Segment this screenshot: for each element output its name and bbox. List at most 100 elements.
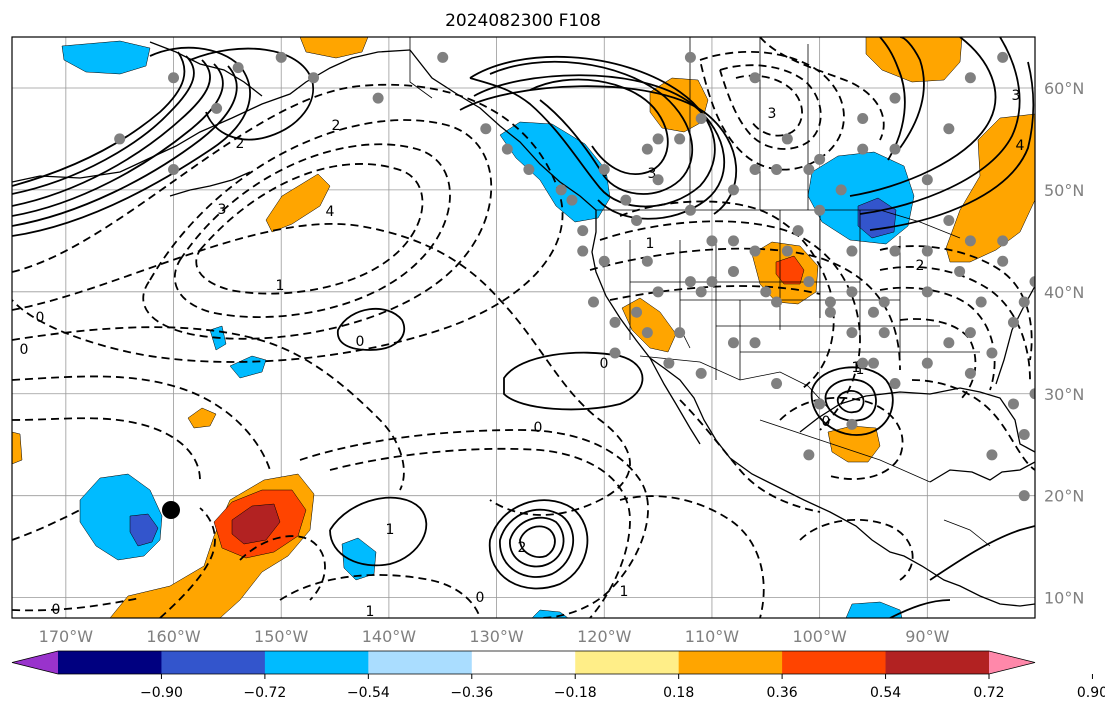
station-marker — [921, 245, 933, 257]
colorbar-tick-label: −0.72 — [243, 685, 286, 701]
contour-solid-pac2 — [489, 499, 589, 590]
station-marker — [587, 296, 599, 308]
station-marker — [1018, 429, 1030, 441]
contour-label: 0 — [356, 334, 365, 350]
colorbar-tick-label: 0.54 — [870, 685, 901, 701]
station-marker — [986, 449, 998, 461]
colorbar-segment — [368, 651, 473, 674]
colorbar: −0.90 −0.72 −0.54 −0.36 −0.18 0.18 0.36 0.54 0.7… — [11, 650, 1105, 701]
station-marker — [437, 51, 449, 63]
contour-solid-hawaii-0 — [329, 496, 428, 567]
station-marker — [652, 133, 664, 145]
contour-label: 3 — [1012, 88, 1021, 104]
anomaly-orange-left-edge — [12, 431, 23, 465]
contour-solid-aleutian-1 — [12, 46, 251, 237]
colorbar-segment — [58, 651, 162, 674]
station-marker — [211, 102, 223, 114]
station-marker — [684, 276, 696, 288]
station-marker — [168, 164, 180, 176]
contour-dash-pac-11 — [279, 574, 481, 618]
coastline-alaska — [12, 49, 411, 183]
border-mexico-states — [759, 419, 931, 483]
contour-solid-ne-4 — [899, 37, 925, 149]
contour-dash-pac-4 — [12, 83, 564, 363]
contour-solid-pac-0 — [337, 307, 405, 351]
contour-dash-se-3 — [879, 286, 996, 391]
station-marker — [1029, 276, 1035, 288]
contour-dash-se-4 — [899, 318, 977, 401]
contour-solid-texas-in2 — [836, 390, 865, 414]
station-marker — [878, 327, 890, 339]
anomaly-orange-great-lakes — [945, 113, 1035, 263]
station-marker — [889, 245, 901, 257]
station-marker — [943, 123, 955, 135]
contour-solid-mid-0 — [503, 351, 644, 411]
contour-dash-se-1 — [879, 245, 1033, 361]
map-title: 2024082300 F108 — [445, 11, 601, 31]
contour-dash-nw-4 — [759, 37, 885, 141]
station-marker — [232, 62, 244, 74]
lat-tick-label: 50°N — [1044, 181, 1084, 200]
station-marker — [695, 286, 707, 298]
contour-solid-ne-2 — [859, 37, 1021, 215]
contour-solid-aleutian-2 — [12, 65, 238, 227]
coastline-gulf — [799, 387, 1035, 453]
contour-label: 4 — [326, 204, 335, 220]
station-marker — [792, 225, 804, 237]
station-marker — [598, 255, 610, 267]
station-marker — [846, 327, 858, 339]
station-marker — [846, 418, 858, 430]
station-marker — [997, 235, 1009, 247]
station-marker — [577, 225, 589, 237]
station-marker — [598, 164, 610, 176]
anomaly-darkred-central-pacific — [231, 503, 281, 545]
coastlines — [12, 41, 1035, 607]
colorbar-segment — [782, 651, 887, 674]
station-marker — [835, 184, 847, 196]
contour-solid-bc-1 — [469, 55, 716, 208]
colorbar-extend-low — [12, 651, 58, 674]
contour-solid-aleutian-3 — [12, 63, 224, 217]
station-marker — [867, 357, 879, 369]
colorbar-segment — [678, 651, 783, 674]
station-marker — [867, 306, 879, 318]
contour-dash-pac-13 — [12, 597, 141, 612]
station-marker — [1007, 398, 1019, 410]
station-marker — [631, 214, 643, 226]
contour-label: 2 — [916, 258, 925, 274]
station-marker — [641, 255, 653, 267]
station-marker — [857, 143, 869, 155]
station-marker — [1018, 296, 1030, 308]
station-marker — [857, 357, 869, 369]
station-marker — [652, 286, 664, 298]
contour-solid-se — [929, 525, 1035, 581]
contour-dash-bc-3 — [589, 247, 901, 371]
contour-dash-pac-12 — [12, 509, 81, 541]
station-marker — [555, 184, 567, 196]
station-marker — [727, 235, 739, 247]
contour-label: 0 — [52, 602, 61, 618]
station-marker — [168, 72, 180, 84]
contour-label: 0 — [822, 414, 831, 430]
contour-solid-aleutian-5 — [12, 55, 195, 195]
contour-dash-pac-9 — [299, 429, 649, 618]
station-marker — [771, 378, 783, 390]
contour-solid-bc-2 — [489, 60, 694, 195]
colorbar-tick-label: −0.54 — [347, 685, 390, 701]
station-marker — [372, 92, 384, 104]
anomaly-orange-small — [187, 407, 217, 429]
contour-dash-pac-6 — [12, 326, 405, 491]
station-marker — [641, 327, 653, 339]
shaded-anomalies — [12, 37, 1035, 618]
anomaly-orange-north-top — [299, 37, 369, 59]
station-marker — [631, 306, 643, 318]
colorbar-segment — [264, 651, 369, 674]
contour-dash-pac-3 — [142, 119, 493, 340]
station-marker — [749, 245, 761, 257]
contour-label: 2 — [236, 136, 245, 152]
station-marker — [695, 113, 707, 125]
station-marker — [803, 276, 815, 288]
colorbar-segment — [471, 651, 576, 674]
contour-label: 1 — [386, 522, 395, 538]
contour-label: 1 — [366, 604, 375, 620]
